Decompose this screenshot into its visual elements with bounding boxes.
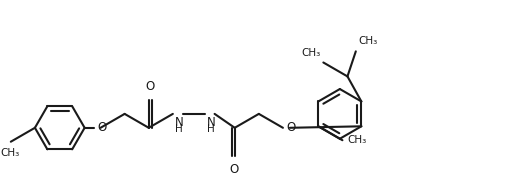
- Text: H: H: [207, 124, 215, 134]
- Text: CH₃: CH₃: [359, 36, 378, 46]
- Text: N: N: [207, 116, 215, 129]
- Text: O: O: [229, 163, 238, 176]
- Text: O: O: [286, 121, 295, 134]
- Text: O: O: [145, 80, 154, 93]
- Text: O: O: [97, 121, 107, 134]
- Text: H: H: [175, 124, 183, 134]
- Text: CH₃: CH₃: [301, 48, 320, 58]
- Text: CH₃: CH₃: [347, 135, 367, 145]
- Text: CH₃: CH₃: [0, 148, 19, 158]
- Text: N: N: [175, 116, 184, 129]
